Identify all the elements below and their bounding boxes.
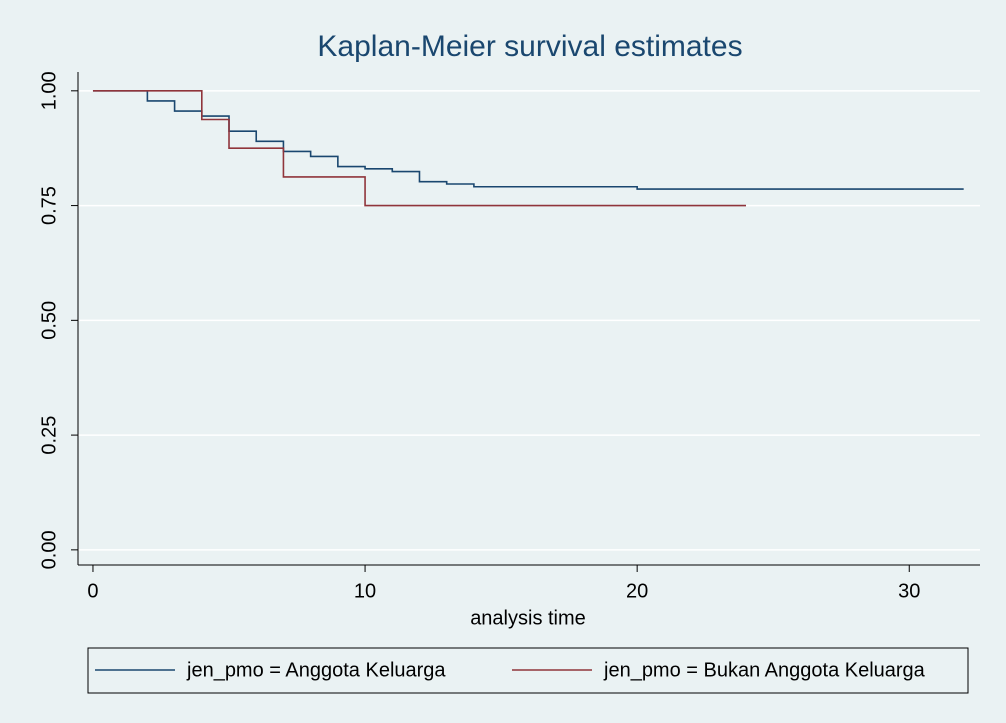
y-tick-label: 0.00 [38, 530, 60, 569]
x-tick-label: 10 [354, 580, 376, 602]
y-tick-label: 0.25 [38, 416, 60, 455]
x-axis-label: analysis time [470, 607, 586, 629]
chart-title: Kaplan-Meier survival estimates [317, 30, 742, 63]
x-tick-label: 0 [87, 580, 98, 602]
x-tick-label: 20 [626, 580, 648, 602]
y-tick-label: 0.50 [38, 301, 60, 340]
legend-label: jen_pmo = Anggota Keluarga [186, 659, 446, 681]
x-tick-label: 30 [898, 580, 920, 602]
chart: Kaplan-Meier survival estimates analysis… [0, 0, 1006, 723]
y-tick-label: 0.75 [38, 186, 60, 225]
legend-label: jen_pmo = Bukan Anggota Keluarga [603, 659, 926, 681]
y-tick-label: 1.00 [38, 71, 60, 110]
